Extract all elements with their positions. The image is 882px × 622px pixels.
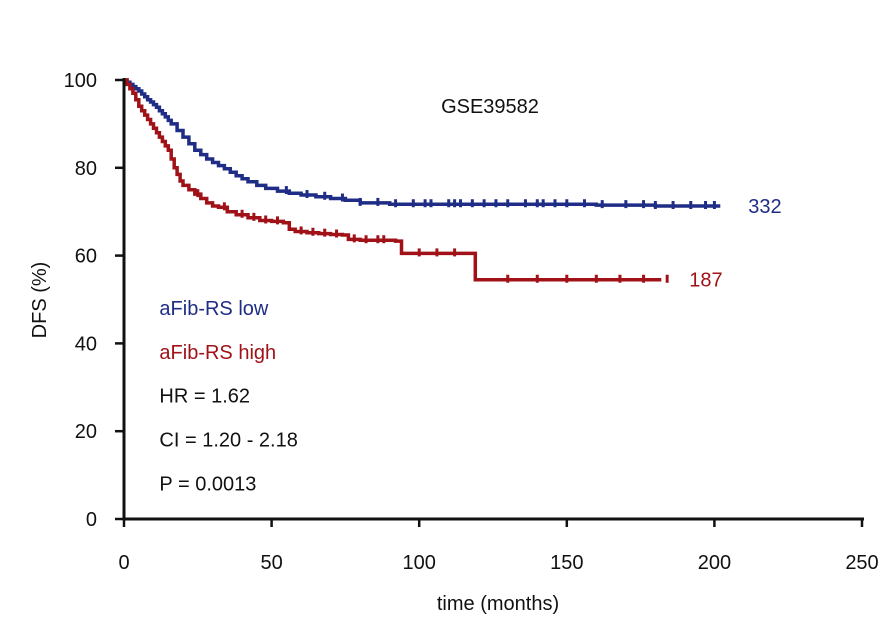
x-tick-label: 150 xyxy=(550,552,583,574)
y-tick-label: 40 xyxy=(75,333,97,355)
x-tick-label: 100 xyxy=(403,552,436,574)
y-axis-label: DFS (%) xyxy=(29,262,51,339)
y-tick-label: 20 xyxy=(75,421,97,443)
y-tick-label: 80 xyxy=(75,158,97,180)
annotation-afib-rs-high: aFib-RS high xyxy=(159,342,276,364)
y-tick-label: 60 xyxy=(75,246,97,268)
km-curve-afib-rs-low xyxy=(124,78,721,208)
x-tick-label: 250 xyxy=(845,552,878,574)
x-tick-label: 200 xyxy=(698,552,731,574)
end-label-afib-rs-low: 332 xyxy=(748,196,781,218)
annotation-hr-1-62: HR = 1.62 xyxy=(159,386,250,408)
x-axis-label: time (months) xyxy=(437,593,559,615)
axes: 0 50 100 150 200 250 0 20 40 60 80 100 xyxy=(64,70,879,574)
survival-curves: 332 187 xyxy=(124,78,782,292)
annotation-ci-1-20-2-18: CI = 1.20 - 2.18 xyxy=(159,430,297,452)
km-curve-afib-rs-high xyxy=(124,78,662,282)
x-tick-label: 50 xyxy=(260,552,282,574)
annotations: aFib-RS low aFib-RS high HR = 1.62 CI = 1.2… xyxy=(159,298,297,496)
y-tick-label: 0 xyxy=(86,509,97,531)
end-label-afib-rs-high: 187 xyxy=(689,270,722,292)
x-tick-label: 0 xyxy=(118,552,129,574)
chart-title: GSE39582 xyxy=(441,96,539,118)
annotation-p-0-0013: P = 0.0013 xyxy=(159,473,256,495)
annotation-afib-rs-low: aFib-RS low xyxy=(159,298,268,320)
y-tick-label: 100 xyxy=(64,70,97,92)
